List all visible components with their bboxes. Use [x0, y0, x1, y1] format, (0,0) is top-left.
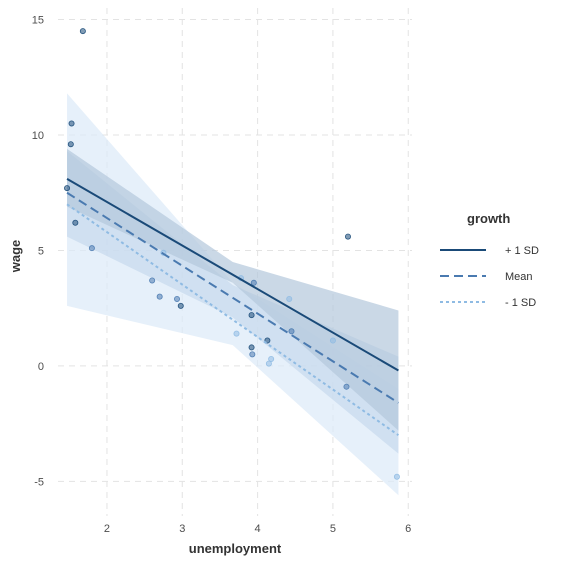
data-point — [265, 360, 272, 367]
legend-label-0: + 1 SD — [505, 245, 539, 257]
legend-title: growth — [467, 211, 510, 226]
data-point — [88, 245, 95, 252]
scatter-points — [64, 28, 400, 480]
fit-line-1 — [66, 191, 399, 404]
y-tick-label: 10 — [32, 130, 44, 142]
data-point — [343, 383, 350, 390]
legend-label-1: Mean — [505, 271, 533, 283]
data-point — [64, 185, 71, 192]
y-axis-title: wage — [8, 240, 23, 274]
data-point — [288, 328, 295, 335]
data-point — [286, 295, 293, 302]
data-point — [174, 295, 181, 302]
y-tick-label: 0 — [38, 361, 44, 373]
x-tick-labels: 2 3 4 5 6 — [104, 523, 411, 535]
data-point — [156, 293, 163, 300]
data-point — [68, 120, 75, 127]
data-point — [250, 279, 257, 286]
legend-label-2: - 1 SD — [505, 297, 536, 309]
x-tick-label: 5 — [330, 523, 336, 535]
data-point — [268, 355, 275, 362]
fit-lines — [66, 178, 400, 437]
data-point — [79, 28, 86, 35]
y-tick-label: 5 — [38, 245, 44, 257]
x-tick-label: 2 — [104, 523, 110, 535]
data-point — [149, 277, 156, 284]
x-axis-title: unemployment — [189, 541, 282, 556]
data-point — [67, 141, 74, 148]
data-point — [249, 351, 256, 358]
y-tick-label: -5 — [34, 476, 44, 488]
fit-line-0 — [66, 178, 399, 372]
data-point — [177, 302, 184, 309]
data-point — [233, 330, 240, 337]
data-point — [329, 337, 336, 344]
data-point — [248, 344, 255, 351]
y-tick-label: 15 — [32, 15, 44, 27]
ci-band-0 — [67, 148, 399, 431]
legend: growth + 1 SD Mean - 1 SD — [440, 211, 539, 309]
confidence-bands — [67, 93, 399, 496]
x-tick-label: 6 — [405, 523, 411, 535]
x-tick-label: 4 — [255, 523, 261, 535]
data-point — [393, 473, 400, 480]
data-point — [72, 219, 79, 226]
fit-line-2 — [66, 203, 400, 437]
y-tick-labels: -5 0 5 10 15 — [32, 15, 44, 489]
data-point — [344, 233, 351, 240]
data-point — [248, 312, 255, 319]
x-tick-label: 3 — [179, 523, 185, 535]
